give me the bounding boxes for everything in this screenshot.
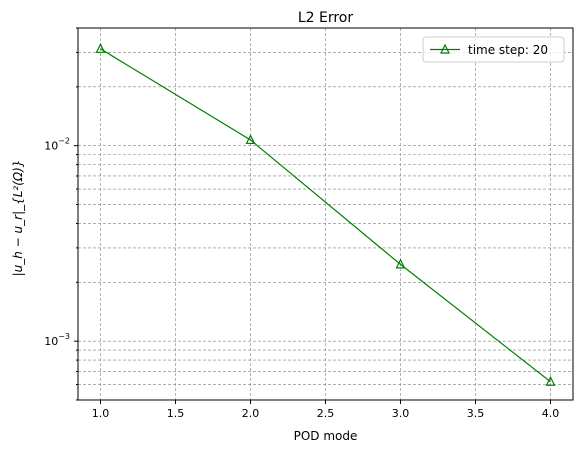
x-tick-label: 1.0 xyxy=(92,407,110,420)
data-point-triangle xyxy=(545,375,556,386)
data-point-triangle xyxy=(395,258,406,269)
series-layer xyxy=(95,42,556,386)
y-tick-label: 10−2 xyxy=(44,137,70,153)
x-axis-label: POD mode xyxy=(294,429,358,443)
legend-box xyxy=(422,36,565,63)
legend-marker-triangle xyxy=(440,43,450,54)
data-point-triangle xyxy=(95,42,106,53)
chart-title: L2 Error xyxy=(298,10,354,26)
x-tick-label: 3.0 xyxy=(392,407,410,420)
x-axis-ticks: 1.0 1.5 2.0 2.5 3.0 3.5 4.0 xyxy=(92,400,560,420)
x-tick-label: 2.0 xyxy=(242,407,260,420)
x-tick-label: 4.0 xyxy=(542,407,560,420)
y-axis-label: |u_h − u_r|_{L²(Ω)} xyxy=(11,160,25,277)
data-point-triangle xyxy=(245,134,256,145)
legend: time step: 20 xyxy=(422,36,565,63)
x-tick-label: 2.5 xyxy=(317,407,335,420)
legend-label: time step: 20 xyxy=(468,43,548,57)
series-line xyxy=(100,48,551,383)
x-tick-label: 3.5 xyxy=(467,407,485,420)
y-tick-label: 10−3 xyxy=(44,332,70,348)
y-axis-ticks: 10−3 10−2 xyxy=(44,27,78,401)
x-tick-label: 1.5 xyxy=(167,407,185,420)
